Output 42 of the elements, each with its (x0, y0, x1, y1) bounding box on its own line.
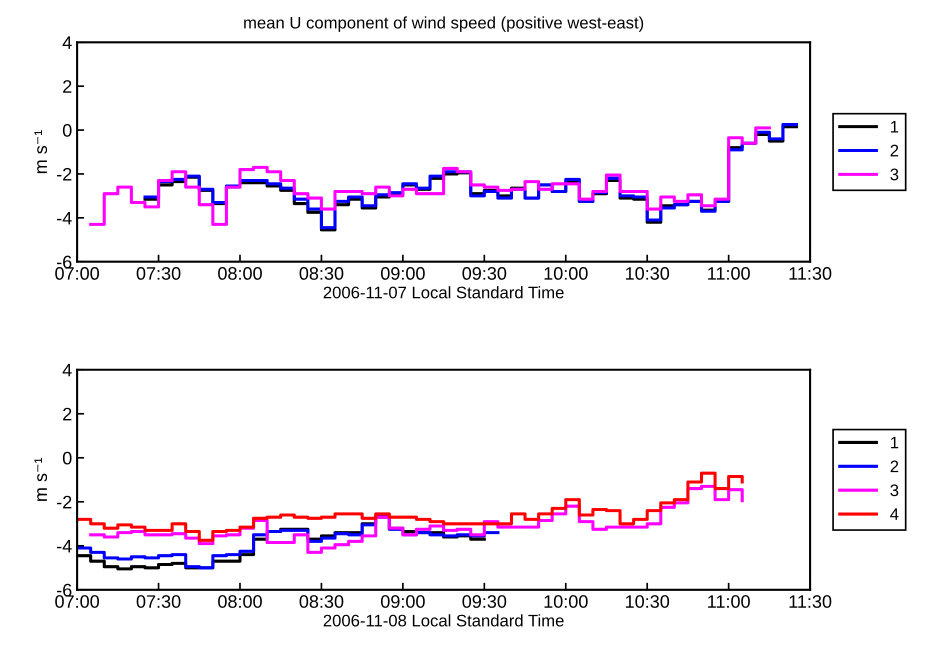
y-axis-title: m s⁻¹ (34, 130, 48, 174)
x-tick-label: 07:00 (55, 267, 99, 280)
x-tick-label: 10:30 (626, 267, 670, 280)
x-tick-label: 11:30 (790, 267, 832, 280)
x-axis-title: 2006-11-07 Local Standard Time (324, 286, 564, 298)
x-tick-label: 09:30 (462, 267, 506, 280)
legend-label: 1 (891, 436, 898, 448)
x-tick-label: 10:00 (544, 267, 588, 280)
y-tick-label: 2 (63, 408, 72, 420)
x-tick-label: 07:30 (136, 267, 180, 280)
legend-label: 2 (890, 460, 898, 472)
x-axis-title: 2006-11-08 Local Standard Time (324, 614, 564, 627)
y-tick-label: -4 (56, 212, 72, 224)
y-tick-label: -2 (56, 168, 72, 180)
x-tick-label: 11:30 (790, 595, 832, 608)
legend-label: 2 (890, 144, 898, 156)
y-tick-label: 2 (63, 80, 72, 93)
y-tick-label: -2 (56, 496, 72, 508)
x-tick-label: 07:00 (55, 595, 99, 608)
x-tick-label: 07:30 (136, 595, 180, 608)
x-tick-label: 08:00 (218, 267, 262, 280)
x-tick-label: 08:30 (300, 267, 344, 280)
x-tick-label: 11:00 (708, 267, 750, 280)
x-tick-label: 09:00 (380, 595, 425, 608)
x-tick-label: 09:30 (462, 595, 506, 608)
y-tick-label: 4 (62, 364, 72, 376)
y-axis-title: m s⁻¹ (34, 458, 48, 501)
legend-label: 1 (891, 120, 898, 132)
x-tick-label: 09:00 (380, 267, 425, 280)
legend-label: 3 (890, 484, 898, 496)
chart-title: mean U component of wind speed (positive west-east) (244, 16, 644, 32)
legend-label: 4 (890, 508, 899, 520)
x-tick-label: 10:00 (544, 595, 588, 608)
y-tick-label: 0 (62, 124, 72, 137)
legend-label: 3 (890, 168, 898, 180)
x-tick-label: 08:00 (218, 595, 262, 608)
x-tick-label: 10:30 (626, 595, 670, 608)
x-tick-label: 11:00 (708, 595, 750, 608)
y-tick-label: 0 (62, 452, 72, 465)
y-tick-label: -4 (56, 540, 72, 552)
x-tick-label: 08:30 (300, 595, 344, 608)
y-tick-label: 4 (62, 36, 72, 49)
